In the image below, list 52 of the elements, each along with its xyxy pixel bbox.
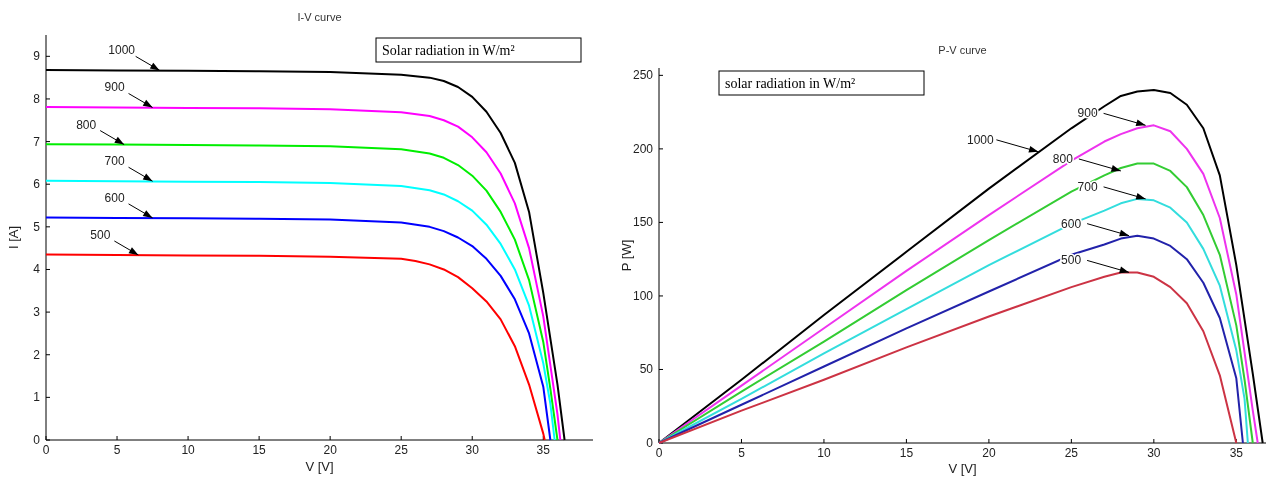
y-axis-title: I [A]: [6, 225, 21, 250]
y-axis-title: P [W]: [619, 239, 634, 272]
y-tick-label: 8: [33, 91, 41, 106]
y-tick-label: 3: [33, 305, 41, 320]
x-tick-label: 5: [113, 443, 121, 457]
annotation: 1000: [967, 132, 995, 147]
y-tick-label: 50: [639, 362, 654, 377]
x-tick-label: 0: [655, 446, 663, 460]
x-tick-label: 20: [982, 446, 996, 460]
y-tick-label: 250: [632, 68, 654, 83]
x-tick-label: 10: [817, 446, 831, 460]
annotation: 1000: [108, 43, 136, 58]
x-tick-label: 35: [1229, 446, 1244, 460]
x-tick-label: 15: [252, 443, 267, 457]
annotation: 700: [104, 154, 125, 169]
annotation: 600: [104, 190, 125, 205]
y-tick-label: 6: [33, 177, 41, 192]
x-axis-title: V [V]: [948, 461, 977, 476]
y-tick-label: 100: [632, 288, 654, 303]
x-tick-label: 10: [181, 443, 196, 457]
annotation: solar radiation in W/m²: [725, 76, 856, 91]
y-tick-label: 150: [632, 215, 654, 230]
annotation: 800: [1052, 151, 1074, 166]
y-tick-label: 5: [33, 219, 41, 234]
x-axis-title: V [V]: [305, 459, 334, 474]
text-box: solar radiation in W/m²: [718, 70, 925, 96]
y-tick-label: 0: [33, 433, 41, 447]
annotation: 500: [1061, 253, 1082, 268]
x-tick-label: 5: [738, 446, 746, 460]
annotation: 700: [1077, 179, 1098, 194]
x-tick-label: 25: [394, 443, 409, 457]
annotation: 800: [76, 117, 97, 132]
x-tick-label: 15: [899, 446, 914, 460]
x-tick-label: 0: [42, 443, 50, 457]
chart-title: I-V curve: [297, 11, 342, 23]
y-tick-label: 9: [33, 49, 41, 64]
y-tick-label: 1: [33, 390, 41, 405]
x-tick-label: 30: [1147, 446, 1161, 460]
x-tick-label: 25: [1064, 446, 1079, 460]
y-tick-label: 200: [632, 141, 654, 156]
x-tick-label: 30: [465, 443, 480, 457]
y-tick-label: 7: [33, 134, 41, 149]
x-tick-label: 35: [536, 443, 551, 457]
line-series: [45, 253, 546, 441]
x-tick-label: 20: [323, 443, 338, 457]
annotation: 900: [104, 80, 125, 95]
annotation: Solar radiation in W/m²: [382, 43, 515, 58]
chart-title: P-V curve: [938, 44, 987, 56]
y-tick-label: 4: [33, 262, 41, 277]
text-box: Solar radiation in W/m²: [375, 37, 582, 63]
annotation: 500: [90, 227, 111, 242]
y-tick-label: 2: [33, 347, 41, 362]
